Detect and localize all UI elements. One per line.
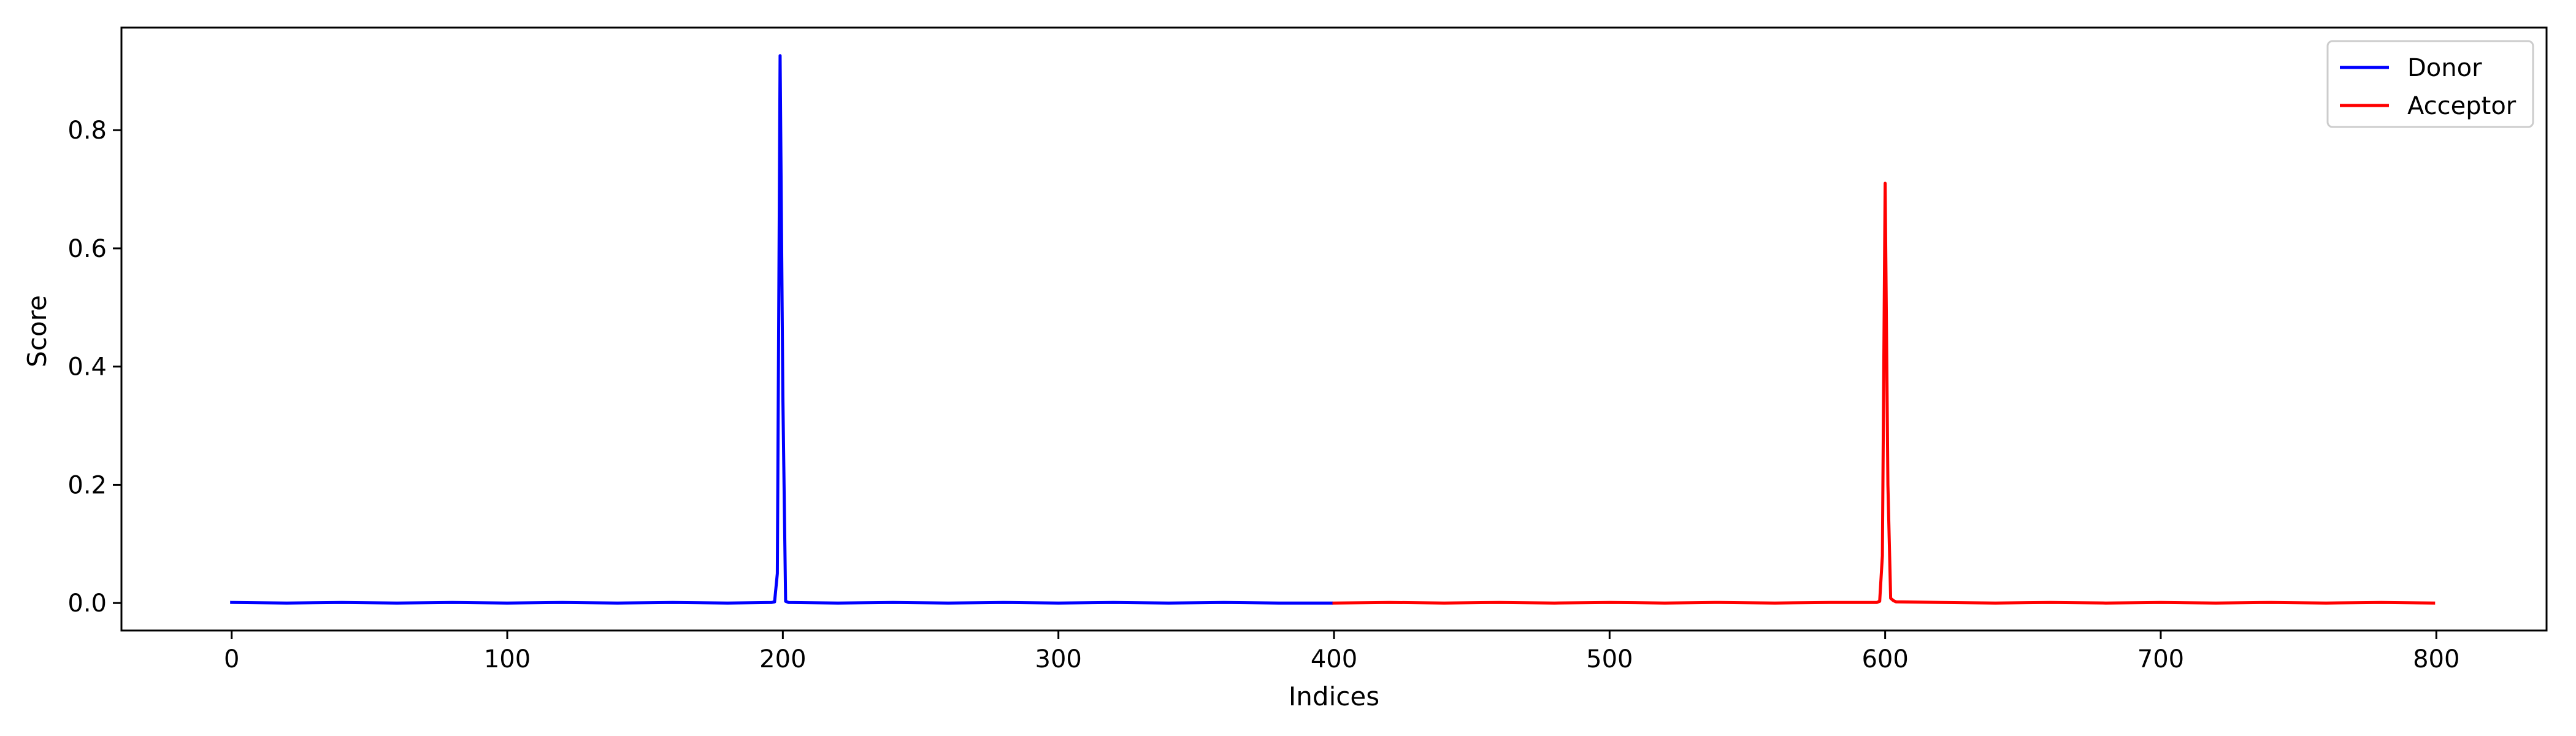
y-tick-label: 0.8 — [67, 117, 107, 145]
plot-area — [230, 54, 2436, 605]
y-axis-label: Score — [22, 295, 52, 367]
plot-frame — [120, 26, 2548, 632]
x-tick-label: 700 — [2137, 645, 2184, 673]
x-tick-label: 500 — [1586, 645, 1633, 673]
x-tick-label: 100 — [484, 645, 531, 673]
y-tick-label: 0.2 — [67, 471, 107, 499]
x-tick-label: 800 — [2413, 645, 2459, 673]
legend[interactable]: Donor Acceptor — [2326, 40, 2534, 128]
x-tick-label: 0 — [224, 645, 239, 673]
legend-label-acceptor: Acceptor — [2407, 92, 2517, 120]
x-axis: 0 100 200 300 400 500 600 700 800 — [224, 631, 2459, 673]
y-axis: 0.0 0.2 0.4 0.6 0.8 — [67, 117, 121, 618]
x-axis-label: Indices — [1289, 681, 1379, 711]
legend-label-donor: Donor — [2407, 54, 2482, 82]
x-tick-label: 400 — [1311, 645, 1357, 673]
x-tick-label: 300 — [1035, 645, 1082, 673]
y-tick-label: 0.6 — [67, 235, 107, 263]
series-line-donor — [230, 54, 1333, 605]
y-tick-label: 0.0 — [67, 589, 107, 618]
x-tick-label: 600 — [1861, 645, 1908, 673]
y-tick-label: 0.4 — [67, 353, 107, 381]
series-line-acceptor — [1332, 182, 2436, 605]
x-tick-label: 200 — [759, 645, 806, 673]
